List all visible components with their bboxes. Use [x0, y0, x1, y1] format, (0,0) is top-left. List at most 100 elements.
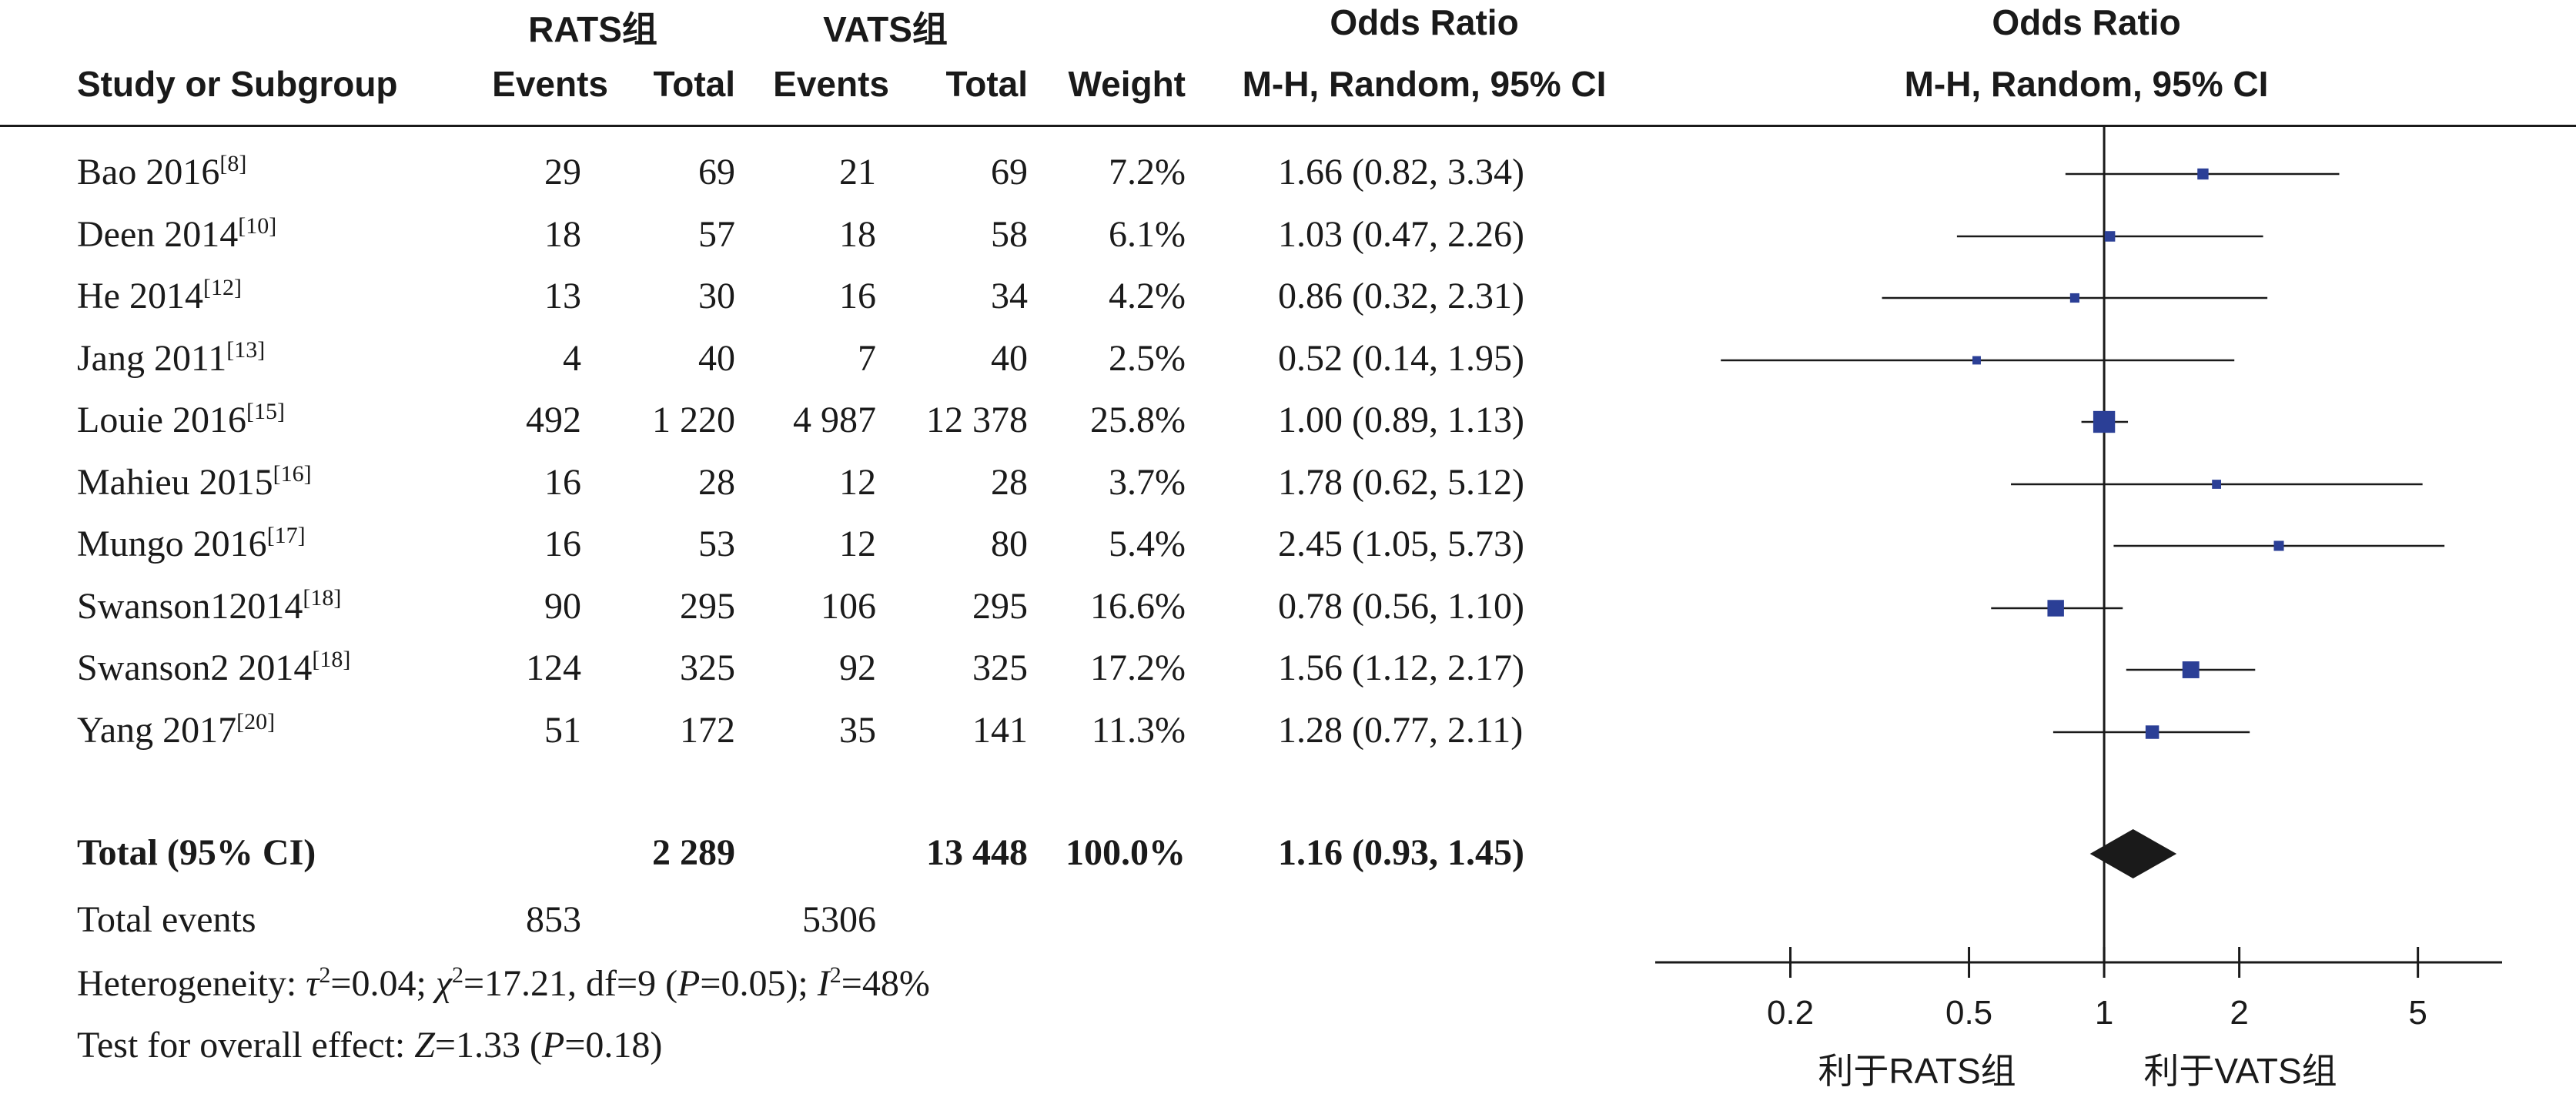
study-events1: 29 [544, 152, 581, 192]
study-total1: 53 [698, 524, 735, 564]
study-weight: 3.7% [1109, 462, 1186, 503]
study-total2: 295 [972, 586, 1028, 627]
study-total1: 295 [680, 586, 735, 627]
col-events2-header: Events [773, 64, 889, 104]
point-marker [2182, 661, 2200, 678]
study-events2: 16 [839, 276, 876, 316]
study-events1: 13 [544, 276, 581, 316]
study-events1: 16 [544, 524, 581, 564]
total-label: Total (95% CI) [77, 832, 316, 873]
pooled-diamond [2089, 829, 2177, 878]
total-ci-text: 1.16 (0.93, 1.45) [1278, 832, 1524, 873]
point-marker [2145, 725, 2159, 739]
study-weight: 6.1% [1109, 214, 1186, 255]
plot-title: Odds Ratio [1992, 2, 2181, 42]
point-marker [2069, 293, 2079, 303]
study-name: Mungo 2016[17] [77, 523, 306, 564]
study-weight: 17.2% [1090, 647, 1186, 688]
study-total2: 80 [991, 524, 1028, 564]
x-tick-label: 1 [2095, 994, 2113, 1032]
x-tick-label: 0.5 [1945, 994, 1992, 1032]
study-weight: 5.4% [1109, 524, 1186, 564]
study-events2: 12 [839, 462, 876, 503]
study-name: Yang 2017[20] [77, 709, 276, 751]
study-ci-text: 0.78 (0.56, 1.10) [1278, 586, 1524, 627]
study-ci-text: 1.03 (0.47, 2.26) [1278, 214, 1524, 255]
study-events2: 106 [821, 586, 876, 627]
overall-effect-text: Test for overall effect: Z=1.33 (P=0.18) [77, 1025, 663, 1066]
study-name: Mahieu 2015[16] [77, 461, 312, 503]
study-events1: 124 [526, 647, 581, 688]
total-events1: 853 [526, 899, 581, 940]
study-events1: 16 [544, 462, 581, 503]
favours-left-label: 利于RATS组 [1818, 1051, 2016, 1091]
study-ci-text: 2.45 (1.05, 5.73) [1278, 524, 1524, 564]
study-ci-text: 1.28 (0.77, 2.11) [1278, 710, 1524, 751]
study-ci-text: 1.00 (0.89, 1.13) [1278, 400, 1524, 440]
study-weight: 2.5% [1109, 338, 1186, 379]
study-ci-text: 1.56 (1.12, 2.17) [1278, 647, 1524, 688]
study-ci-text: 1.78 (0.62, 5.12) [1278, 462, 1524, 503]
study-total1: 28 [698, 462, 735, 503]
point-marker [2104, 231, 2116, 242]
point-marker [2197, 168, 2209, 180]
study-ci-text: 1.66 (0.82, 3.34) [1278, 152, 1524, 192]
study-name: Swanson12014[18] [77, 585, 342, 627]
study-total2: 325 [972, 647, 1028, 688]
study-name: He 2014[12] [77, 275, 242, 316]
study-events1: 18 [544, 214, 581, 255]
study-name: Swanson2 2014[18] [77, 647, 351, 688]
study-total2: 58 [991, 214, 1028, 255]
x-tick-label: 0.2 [1767, 994, 1814, 1032]
header-rule [0, 125, 2576, 127]
x-tick-label: 2 [2230, 994, 2248, 1032]
favours-right-label: 利于VATS组 [2143, 1051, 2337, 1091]
point-marker [1972, 356, 1981, 365]
total-t1: 2 289 [652, 832, 735, 873]
study-weight: 16.6% [1090, 586, 1186, 627]
study-total2: 69 [991, 152, 1028, 192]
total-events-label: Total events [77, 899, 256, 940]
study-total2: 28 [991, 462, 1028, 503]
col-study-header: Study or Subgroup [77, 64, 398, 104]
study-events2: 21 [839, 152, 876, 192]
study-events2: 12 [839, 524, 876, 564]
group1-header: RATS组 [528, 9, 657, 49]
study-total2: 40 [991, 338, 1028, 379]
col-total2-header: Total [945, 64, 1028, 104]
point-marker [2273, 540, 2284, 551]
col-total1-header: Total [653, 64, 735, 104]
study-ci-text: 0.52 (0.14, 1.95) [1278, 338, 1524, 379]
total-weight: 100.0% [1066, 832, 1186, 873]
study-weight: 11.3% [1091, 710, 1186, 751]
study-total1: 30 [698, 276, 735, 316]
study-name: Deen 2014[10] [77, 213, 277, 255]
study-events1: 90 [544, 586, 581, 627]
study-events2: 7 [858, 338, 876, 379]
point-marker [2093, 410, 2116, 433]
study-events2: 92 [839, 647, 876, 688]
study-total1: 325 [680, 647, 735, 688]
study-events1: 492 [526, 400, 581, 440]
total-events2: 5306 [802, 899, 876, 940]
study-total2: 34 [991, 276, 1028, 316]
study-total2: 141 [972, 710, 1028, 751]
total-t2: 13 448 [926, 832, 1028, 873]
study-events2: 18 [839, 214, 876, 255]
study-weight: 7.2% [1109, 152, 1186, 192]
or-column-title: Odds Ratio [1330, 2, 1519, 42]
study-name: Bao 2016[8] [77, 151, 247, 192]
col-method-header: M-H, Random, 95% CI [1242, 64, 1607, 104]
plot-method-header: M-H, Random, 95% CI [1904, 64, 2269, 104]
study-total1: 69 [698, 152, 735, 192]
group2-header: VATS组 [823, 9, 948, 49]
study-total1: 40 [698, 338, 735, 379]
study-events2: 4 987 [793, 400, 876, 440]
col-events1-header: Events [492, 64, 608, 104]
study-total2: 12 378 [926, 400, 1028, 440]
point-marker [2212, 480, 2221, 489]
study-name: Jang 2011[13] [77, 337, 266, 379]
study-weight: 4.2% [1109, 276, 1186, 316]
study-events2: 35 [839, 710, 876, 751]
